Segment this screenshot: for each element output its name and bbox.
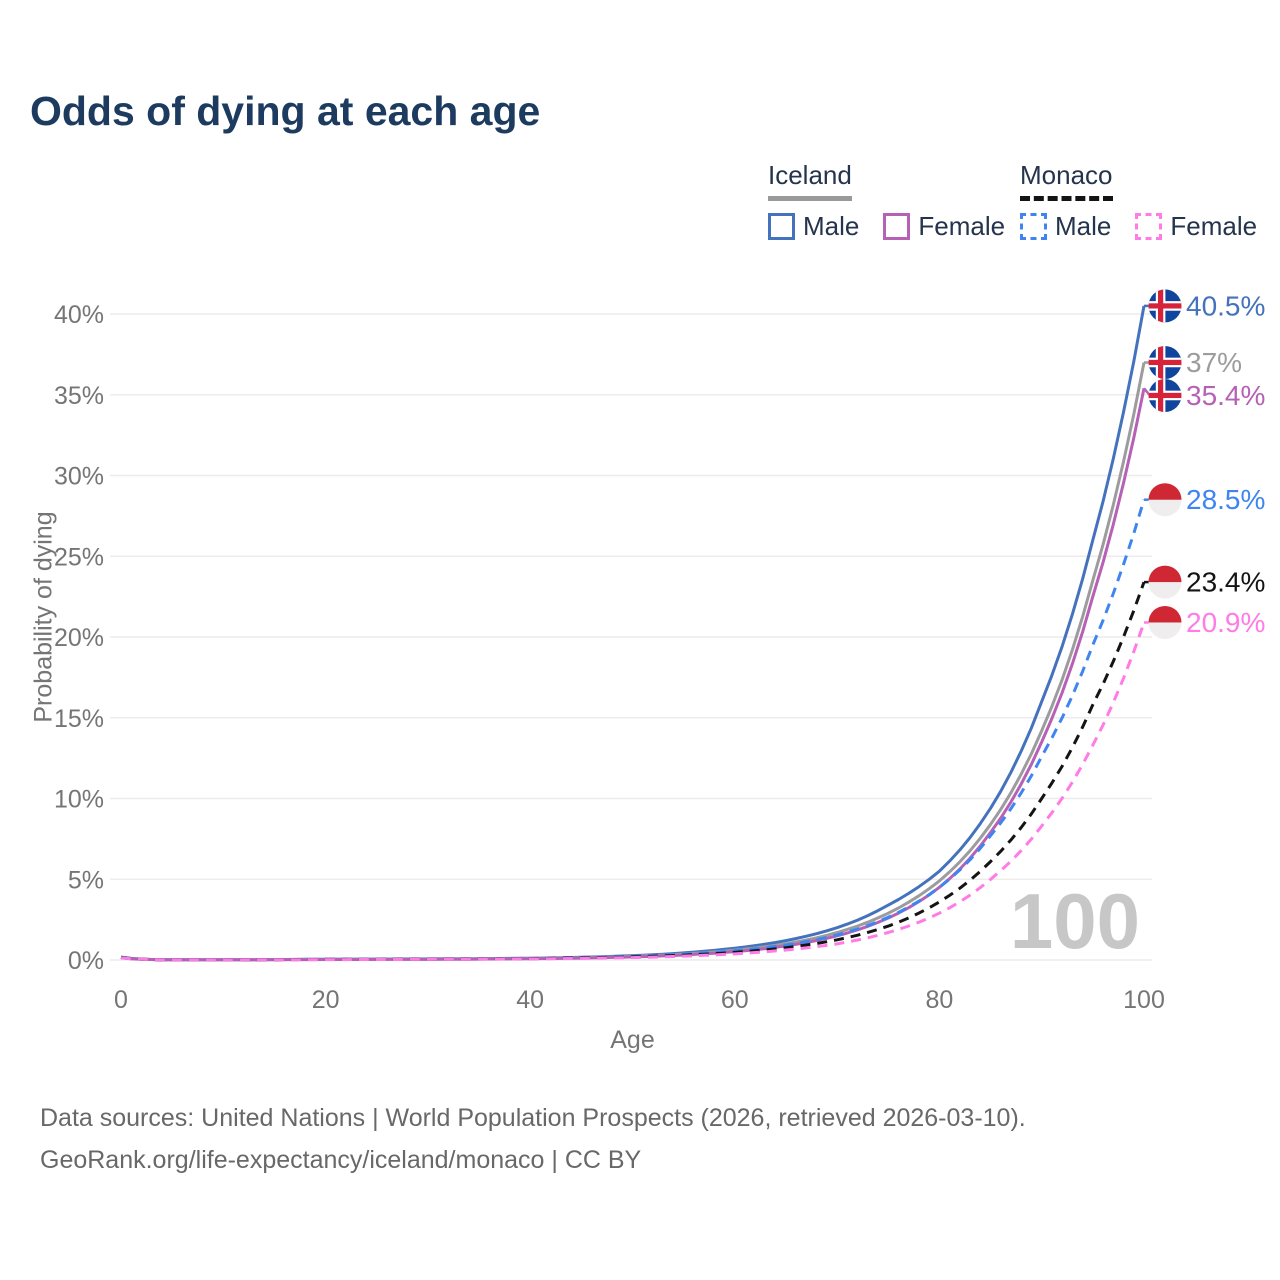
end-value-label-monaco-both-sexes: 23.4% [1186, 567, 1265, 598]
y-tick-label: 30% [54, 463, 104, 491]
x-tick-label: 40 [516, 986, 544, 1014]
series-line-monaco-female [120, 622, 1146, 962]
x-tick-label: 20 [312, 986, 340, 1014]
age-watermark: 100 [1010, 877, 1140, 965]
y-tick-label: 40% [54, 301, 104, 329]
legend-label-iceland-male[interactable]: Male [803, 211, 860, 241]
legend-label-monaco-female[interactable]: Female [1170, 211, 1258, 241]
series-line-iceland-female [120, 387, 1146, 962]
page-title: Odds of dying at each age [30, 88, 541, 134]
x-tick-label: 100 [1123, 986, 1165, 1014]
y-tick-label: 15% [54, 705, 104, 733]
end-value-label-iceland-female: 35.4% [1186, 380, 1265, 411]
legend-label-iceland-female[interactable]: Female [918, 211, 1006, 241]
legend-country-iceland: Iceland [768, 160, 852, 201]
y-axis-title: Probability of dying [29, 511, 58, 723]
y-tick-label: 0% [68, 947, 104, 975]
legend-country-monaco: Monaco [1020, 160, 1113, 201]
x-tick-label: 0 [114, 986, 128, 1014]
y-tick-label: 25% [54, 543, 104, 571]
legend-swatch-iceland-male[interactable] [768, 213, 795, 240]
monaco-flag-icon [1148, 605, 1182, 639]
footer: Data sources: United Nations | World Pop… [40, 1097, 1026, 1181]
end-value-label-iceland-male: 40.5% [1186, 290, 1265, 321]
iceland-flag-icon [1148, 345, 1182, 379]
legend-group-iceland: Iceland Male Female [768, 160, 1021, 242]
x-axis-title: Age [610, 1026, 655, 1054]
x-tick-label: 80 [925, 986, 953, 1014]
legend-label-monaco-male[interactable]: Male [1055, 211, 1112, 241]
series-line-iceland-both-sexes [120, 362, 1146, 962]
legend-group-monaco: Monaco Male Female [1020, 160, 1273, 242]
legend-swatch-iceland-female[interactable] [883, 213, 911, 240]
footer-attribution: GeoRank.org/life-expectancy/iceland/mona… [40, 1146, 642, 1174]
y-tick-label: 10% [54, 786, 104, 814]
y-tick-label: 5% [68, 866, 104, 894]
footer-sources: Data sources: United Nations | World Pop… [40, 1104, 1026, 1132]
end-value-label-monaco-female: 20.9% [1186, 607, 1265, 638]
iceland-flag-icon [1148, 289, 1182, 323]
y-tick-label: 35% [54, 382, 104, 410]
legend-swatch-monaco-male[interactable] [1020, 213, 1047, 240]
monaco-flag-icon [1148, 483, 1182, 517]
monaco-flag-icon [1148, 565, 1182, 599]
series-line-monaco-both-sexes [120, 581, 1146, 962]
x-tick-label: 60 [721, 986, 749, 1014]
iceland-flag-icon [1148, 378, 1182, 412]
end-value-label-iceland-both-sexes: 37% [1186, 347, 1242, 378]
legend-swatch-monaco-female[interactable] [1135, 213, 1163, 240]
y-tick-label: 20% [54, 624, 104, 652]
end-value-label-monaco-male: 28.5% [1186, 484, 1265, 515]
series-line-monaco-male [120, 499, 1146, 962]
